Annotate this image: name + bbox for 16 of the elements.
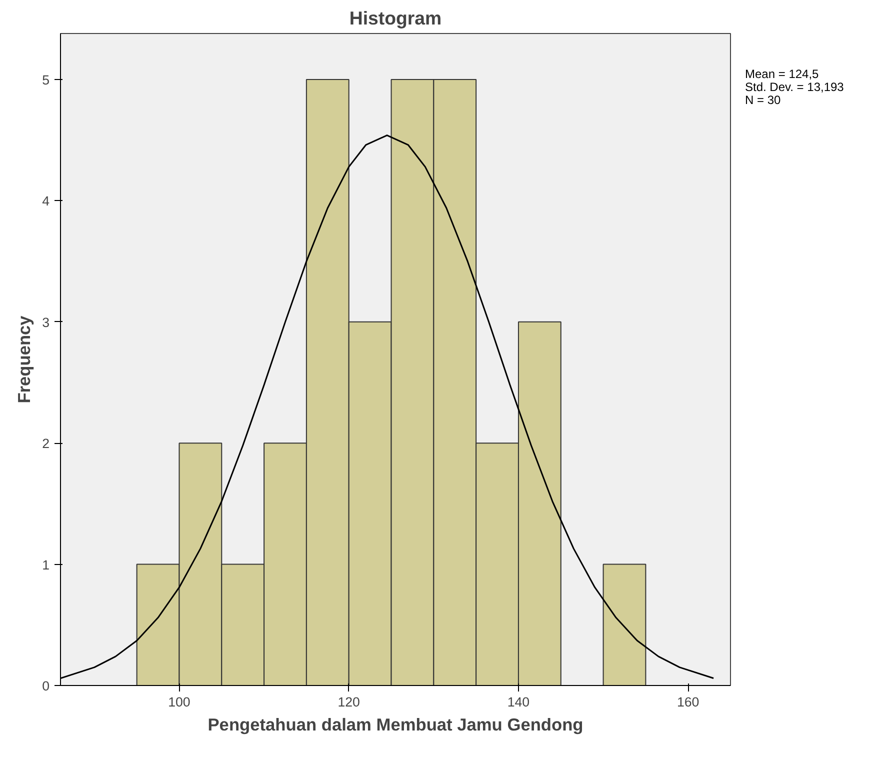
text: N = 30 bbox=[745, 93, 781, 107]
y-tick-label: 2 bbox=[42, 436, 50, 452]
x-tick-label: 100 bbox=[168, 694, 190, 710]
y-tick-label: 1 bbox=[42, 557, 50, 572]
x-axis-title: Pengetahuan dalam Membuat Jamu Gendong bbox=[208, 714, 584, 734]
x-tick-label: 120 bbox=[338, 694, 360, 710]
y-tick-label: 5 bbox=[42, 72, 50, 88]
x-tick-label: 140 bbox=[507, 694, 530, 710]
chart-title: Histogram bbox=[349, 8, 442, 28]
y-axis-title: Frequency bbox=[14, 315, 34, 404]
y-tick-label: 4 bbox=[42, 194, 50, 209]
x-tick-label: 160 bbox=[676, 694, 700, 710]
y-tick-label: 0 bbox=[42, 678, 50, 694]
text: Std. Dev. = 13,193 bbox=[745, 80, 844, 94]
text: Mean = 124,5 bbox=[745, 67, 819, 81]
y-tick-label: 3 bbox=[42, 314, 50, 330]
